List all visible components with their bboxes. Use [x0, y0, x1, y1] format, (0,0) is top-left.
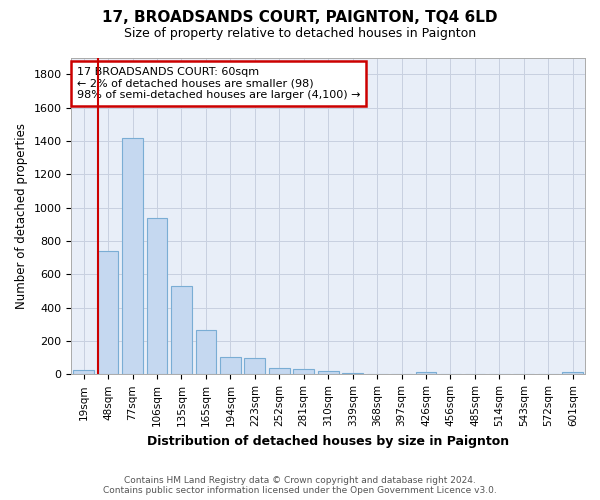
Text: Size of property relative to detached houses in Paignton: Size of property relative to detached ho…: [124, 28, 476, 40]
Bar: [196, 330, 217, 374]
Bar: [171, 286, 192, 374]
Y-axis label: Number of detached properties: Number of detached properties: [15, 123, 28, 309]
Text: 17 BROADSANDS COURT: 60sqm
← 2% of detached houses are smaller (98)
98% of semi-: 17 BROADSANDS COURT: 60sqm ← 2% of detac…: [77, 67, 360, 100]
Bar: [244, 358, 265, 374]
Bar: [122, 138, 143, 374]
Bar: [293, 370, 314, 374]
Bar: [220, 357, 241, 374]
Text: 17, BROADSANDS COURT, PAIGNTON, TQ4 6LD: 17, BROADSANDS COURT, PAIGNTON, TQ4 6LD: [102, 10, 498, 25]
Bar: [269, 368, 290, 374]
Bar: [73, 370, 94, 374]
Bar: [318, 372, 338, 374]
X-axis label: Distribution of detached houses by size in Paignton: Distribution of detached houses by size …: [147, 434, 509, 448]
Bar: [98, 251, 118, 374]
Bar: [416, 372, 436, 374]
Bar: [562, 372, 583, 374]
Text: Contains HM Land Registry data © Crown copyright and database right 2024.
Contai: Contains HM Land Registry data © Crown c…: [103, 476, 497, 495]
Bar: [146, 218, 167, 374]
